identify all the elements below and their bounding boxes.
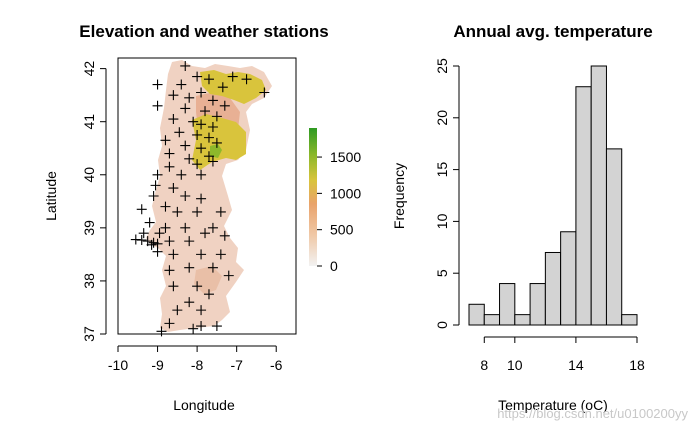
colorbar-tick-label: 500 [330, 222, 354, 238]
map-y-tick-label: 37 [81, 326, 97, 342]
hist-bar [515, 315, 530, 325]
hist-bar [561, 232, 576, 325]
map-x-tick-label: -9 [151, 357, 164, 373]
hist-x-tick-label: 18 [629, 357, 645, 373]
hist-bar [606, 149, 621, 325]
colorbar-ticks: 0 500 1000 1500 [317, 149, 361, 274]
station-marker [153, 80, 163, 90]
map-chart: Elevation and weather stations Longitude… [43, 22, 361, 413]
map-y-axis: 37 38 39 40 41 42 [81, 61, 106, 342]
hist-bar [622, 315, 637, 325]
histogram-chart: Annual avg. temperature Temperature (oC)… [391, 22, 653, 413]
colorbar-tick-label: 1500 [330, 149, 361, 165]
hist-title: Annual avg. temperature [453, 22, 652, 41]
hist-y-tick-label: 5 [434, 269, 450, 277]
map-xlabel: Longitude [173, 397, 235, 413]
figure: Elevation and weather stations Longitude… [0, 0, 700, 432]
hist-bar [530, 284, 545, 325]
map-y-tick-label: 42 [81, 61, 97, 77]
map-x-tick-label: -6 [270, 357, 283, 373]
hist-ylabel: Frequency [391, 163, 407, 229]
map-x-axis: -10 -9 -8 -7 -6 [108, 346, 283, 373]
hist-bar [545, 252, 560, 325]
map-x-tick-label: -8 [191, 357, 204, 373]
colorbar [309, 128, 317, 266]
map-ylabel: Latitude [43, 171, 59, 221]
hist-bar [591, 66, 606, 325]
hist-bar [469, 304, 484, 325]
hist-y-tick-label: 20 [434, 110, 450, 126]
hist-bar [500, 284, 515, 325]
hist-y-tick-label: 15 [434, 162, 450, 178]
hist-x-tick-label: 8 [480, 357, 488, 373]
map-x-tick-label: -7 [230, 357, 243, 373]
colorbar-tick-label: 0 [330, 258, 338, 274]
station-marker [137, 235, 147, 245]
map-y-tick-label: 39 [81, 220, 97, 236]
hist-y-tick-label: 25 [434, 58, 450, 74]
station-marker [153, 101, 163, 111]
hist-y-tick-label: 10 [434, 213, 450, 229]
hist-x-tick-label: 14 [568, 357, 584, 373]
map-y-tick-label: 40 [81, 167, 97, 183]
hist-bar [576, 87, 591, 325]
hist-y-axis: 0 5 10 15 20 25 [434, 58, 459, 329]
map-x-tick-label: -10 [108, 357, 128, 373]
map-y-tick-label: 38 [81, 273, 97, 289]
station-marker [137, 204, 147, 214]
map-title: Elevation and weather stations [79, 22, 328, 41]
hist-bars [469, 66, 637, 325]
hist-x-tick-label: 10 [507, 357, 523, 373]
map-y-tick-label: 41 [81, 114, 97, 130]
hist-y-tick-label: 0 [434, 321, 450, 329]
colorbar-tick-label: 1000 [330, 185, 361, 201]
watermark: https://blog.csdn.net/u0100200yy [497, 406, 688, 421]
hist-x-axis: 8 10 14 18 [480, 337, 645, 373]
hist-bar [484, 315, 499, 325]
